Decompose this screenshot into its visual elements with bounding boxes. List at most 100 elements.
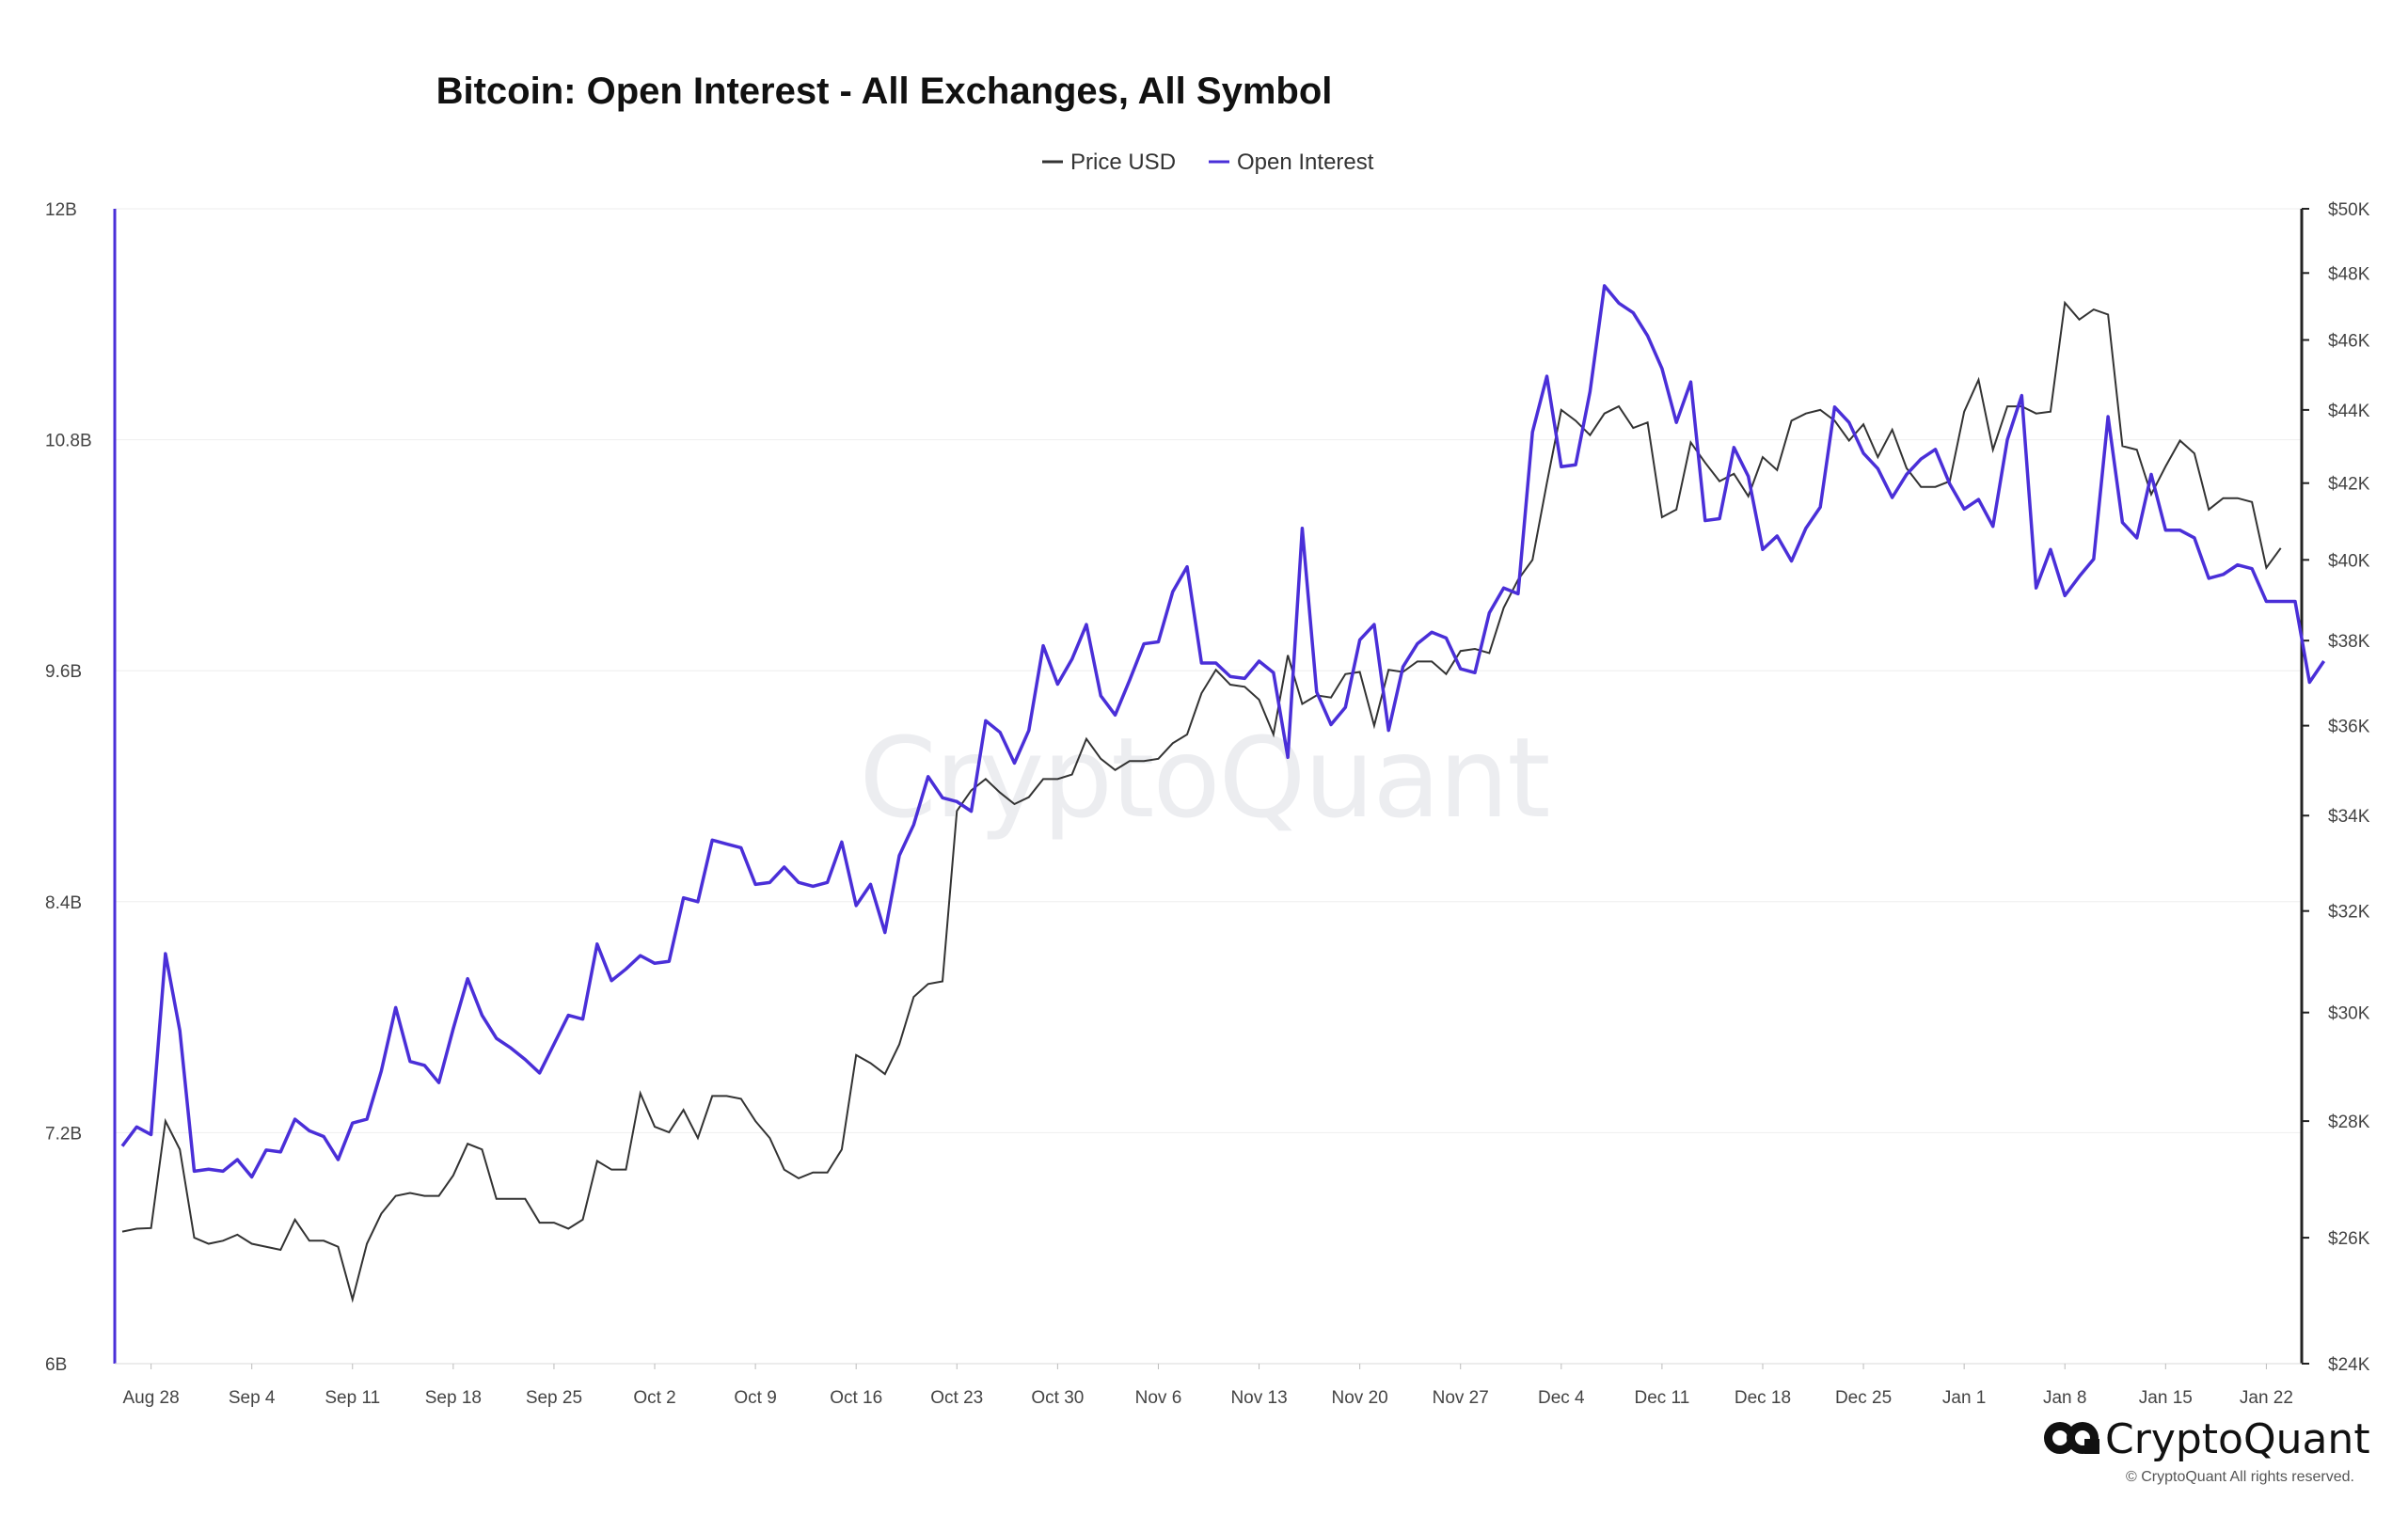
open-interest-point — [883, 931, 887, 935]
price-usd-point — [970, 788, 974, 792]
x-tick-label: Nov 20 — [1332, 1388, 1388, 1408]
x-tick-label: Nov 27 — [1433, 1388, 1489, 1408]
price-usd-point — [811, 1171, 815, 1175]
price-usd-point — [854, 1053, 858, 1057]
open-interest-point — [753, 882, 757, 886]
open-interest-point — [1775, 534, 1779, 538]
price-usd-point — [1790, 418, 1794, 422]
open-interest-point — [150, 1132, 153, 1136]
open-interest-point — [1646, 334, 1650, 338]
price-usd-point — [667, 1130, 671, 1134]
price-usd-point — [624, 1168, 627, 1172]
open-interest-point — [1473, 671, 1477, 674]
x-tick-label: Sep 25 — [526, 1388, 582, 1408]
open-interest-point — [1128, 678, 1132, 682]
open-interest-point — [523, 1058, 527, 1062]
legend-label-price[interactable]: Price USD — [1070, 150, 1176, 175]
price-usd-point — [2020, 404, 2023, 408]
open-interest-point — [1416, 642, 1419, 646]
price-usd-point — [235, 1233, 239, 1237]
y-right-tick-label: $40K — [2328, 551, 2370, 571]
price-usd-point — [2049, 410, 2052, 414]
open-interest-point — [970, 810, 974, 813]
price-usd-point — [1905, 466, 1909, 470]
price-usd-point — [221, 1239, 225, 1242]
open-interest-point — [1588, 389, 1592, 393]
open-interest-point — [408, 1060, 412, 1064]
open-interest-point — [941, 796, 944, 799]
open-interest-point — [552, 1042, 556, 1046]
open-interest-point — [2049, 547, 2052, 551]
price-usd-point — [897, 1042, 901, 1046]
open-interest-point — [1530, 430, 1534, 434]
cryptoquant-logo-icon — [2044, 1422, 2099, 1454]
price-usd-point — [1171, 741, 1175, 745]
price-usd-point — [1804, 412, 1808, 416]
open-interest-point — [1560, 465, 1563, 468]
price-usd-point — [927, 982, 930, 986]
open-interest-point — [1041, 644, 1045, 648]
open-interest-point — [293, 1117, 297, 1121]
open-interest-point — [1905, 472, 1909, 476]
open-interest-point — [1243, 676, 1246, 680]
price-usd-point — [1832, 418, 1836, 422]
series-line-price-usd[interactable] — [121, 300, 2282, 1303]
open-interest-point — [1027, 729, 1031, 733]
open-interest-point — [2005, 438, 2009, 442]
y-right-tick-label: $28K — [2328, 1113, 2370, 1132]
open-interest-point — [1286, 755, 1290, 759]
open-interest-point — [2279, 600, 2283, 604]
x-tick-label: Oct 23 — [930, 1388, 983, 1408]
price-usd-point — [1156, 757, 1160, 761]
price-usd-point — [1444, 672, 1448, 676]
price-usd-point — [1473, 647, 1477, 651]
legend-label-open-interest[interactable]: Open Interest — [1237, 150, 1374, 175]
price-usd-point — [1114, 768, 1117, 772]
price-usd-point — [1055, 777, 1059, 781]
gridlines — [115, 208, 2302, 1365]
legend[interactable]: Price USD Open Interest — [1042, 150, 1374, 175]
open-interest-point — [2264, 600, 2268, 604]
y-right-tick-label: $48K — [2328, 264, 2370, 284]
open-interest-point — [192, 1169, 196, 1173]
price-usd-point — [1358, 671, 1362, 674]
x-tick-label: Sep 18 — [425, 1388, 482, 1408]
open-interest-point — [221, 1169, 225, 1173]
open-interest-point — [1300, 527, 1304, 530]
price-usd-point — [955, 809, 958, 813]
open-interest-point — [682, 896, 686, 900]
open-interest-point — [1459, 667, 1463, 671]
open-interest-point — [840, 840, 844, 844]
left-axis-ticks: 12B 10.8B 9.6B 8.4B 7.2B 6B — [45, 200, 92, 1375]
open-interest-point — [1545, 374, 1549, 378]
price-usd-point — [1747, 495, 1751, 498]
open-interest-point — [826, 880, 830, 884]
open-interest-point — [610, 979, 613, 983]
price-usd-point — [1329, 696, 1333, 700]
y-right-tick-label: $38K — [2328, 632, 2370, 652]
open-interest-point — [437, 1081, 441, 1084]
open-interest-point — [667, 959, 671, 963]
price-usd-point — [639, 1091, 642, 1095]
copyright-text: © CryptoQuant All rights reserved. — [2126, 1469, 2354, 1485]
x-tick-label: Nov 6 — [1135, 1388, 1182, 1408]
price-usd-point — [2178, 439, 2182, 443]
open-interest-point — [1228, 674, 1232, 678]
open-interest-point — [1718, 517, 1721, 521]
open-interest-point — [322, 1134, 325, 1138]
open-interest-point — [768, 880, 771, 884]
open-interest-point — [1603, 284, 1607, 288]
price-usd-point — [1099, 757, 1102, 761]
series-line-open-interest[interactable] — [120, 284, 2326, 1179]
price-usd-point — [710, 1094, 714, 1098]
price-usd-point — [753, 1119, 757, 1123]
open-interest-point — [1876, 466, 1879, 470]
open-interest-point — [1703, 519, 1707, 523]
price-usd-point — [2078, 318, 2082, 322]
price-usd-point — [1631, 426, 1635, 430]
open-interest-point — [653, 961, 657, 965]
open-interest-point — [2236, 563, 2240, 567]
open-interest-point — [2193, 536, 2196, 540]
open-interest-point — [581, 1018, 585, 1021]
price-usd-point — [1416, 659, 1419, 663]
